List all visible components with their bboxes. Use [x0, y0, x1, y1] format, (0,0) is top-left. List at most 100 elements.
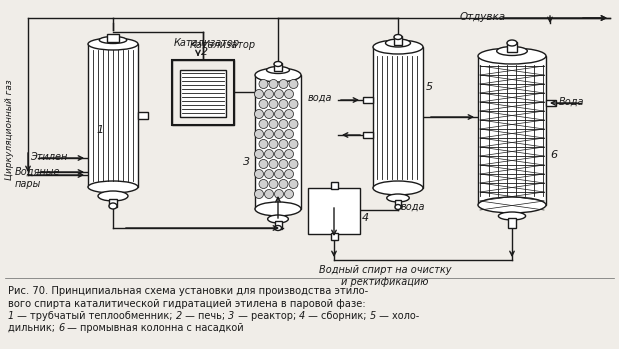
Ellipse shape: [274, 225, 282, 230]
Text: — холо-: — холо-: [376, 311, 420, 321]
Ellipse shape: [269, 80, 278, 89]
Ellipse shape: [255, 68, 301, 82]
Text: Водный спирт на очистку
и ректификацию: Водный спирт на очистку и ректификацию: [319, 265, 451, 287]
Bar: [331, 182, 338, 189]
Ellipse shape: [394, 35, 402, 39]
Ellipse shape: [259, 99, 268, 109]
Text: 2: 2: [176, 311, 182, 321]
Ellipse shape: [478, 48, 546, 64]
Text: 3: 3: [243, 157, 250, 167]
Ellipse shape: [274, 110, 284, 119]
Ellipse shape: [387, 194, 409, 202]
Bar: [395, 200, 401, 208]
Ellipse shape: [269, 99, 278, 109]
Ellipse shape: [98, 191, 128, 201]
Ellipse shape: [496, 46, 527, 55]
Ellipse shape: [254, 170, 264, 178]
Text: Водяные
пары: Водяные пары: [15, 167, 61, 188]
Bar: [331, 233, 338, 240]
Ellipse shape: [259, 119, 268, 128]
Ellipse shape: [285, 190, 293, 199]
Ellipse shape: [264, 89, 274, 98]
Ellipse shape: [274, 149, 284, 158]
Text: 5: 5: [370, 311, 376, 321]
Text: Катализатор: Катализатор: [190, 40, 256, 50]
Ellipse shape: [269, 159, 278, 169]
Text: 6: 6: [550, 150, 557, 160]
Bar: [363, 97, 373, 103]
Ellipse shape: [254, 149, 264, 158]
Ellipse shape: [289, 159, 298, 169]
Text: 1: 1: [96, 125, 103, 135]
Ellipse shape: [274, 61, 282, 67]
Ellipse shape: [478, 197, 546, 213]
Ellipse shape: [99, 37, 127, 44]
Bar: [275, 221, 282, 229]
Text: Отдувка: Отдувка: [460, 12, 506, 22]
Ellipse shape: [289, 140, 298, 149]
Ellipse shape: [289, 80, 298, 89]
Bar: [308, 188, 360, 234]
Ellipse shape: [279, 99, 288, 109]
Text: Катализатор: Катализатор: [174, 38, 240, 48]
Ellipse shape: [285, 149, 293, 158]
Ellipse shape: [255, 202, 301, 216]
Text: 4: 4: [362, 213, 369, 223]
Bar: [138, 112, 148, 119]
Ellipse shape: [267, 215, 288, 223]
Ellipse shape: [285, 110, 293, 119]
Ellipse shape: [289, 119, 298, 128]
Ellipse shape: [395, 205, 401, 209]
Ellipse shape: [373, 40, 423, 54]
Text: Циркуляционный газ: Циркуляционный газ: [6, 80, 14, 180]
Bar: [373, 47, 423, 188]
Text: — сборник;: — сборник;: [305, 311, 370, 321]
Text: вода: вода: [401, 202, 425, 212]
Ellipse shape: [264, 149, 274, 158]
Ellipse shape: [264, 129, 274, 139]
Ellipse shape: [285, 170, 293, 178]
Ellipse shape: [289, 99, 298, 109]
Text: 5: 5: [426, 82, 433, 92]
Ellipse shape: [269, 179, 278, 188]
Ellipse shape: [254, 190, 264, 199]
Bar: [274, 63, 282, 71]
Text: Вода: Вода: [559, 97, 584, 107]
Ellipse shape: [279, 179, 288, 188]
Text: Этилен: Этилен: [30, 152, 67, 162]
Ellipse shape: [88, 181, 138, 193]
Text: 2: 2: [201, 47, 208, 57]
Text: — реактор;: — реактор;: [235, 311, 299, 321]
Ellipse shape: [109, 203, 117, 209]
Ellipse shape: [285, 89, 293, 98]
Text: дильник;: дильник;: [8, 323, 58, 333]
Ellipse shape: [259, 179, 268, 188]
Text: 4: 4: [299, 311, 305, 321]
Ellipse shape: [254, 110, 264, 119]
Bar: [172, 60, 234, 125]
Bar: [478, 56, 546, 205]
Ellipse shape: [88, 38, 138, 50]
Bar: [255, 75, 301, 209]
Bar: [107, 34, 119, 42]
Ellipse shape: [274, 170, 284, 178]
Ellipse shape: [254, 129, 264, 139]
Ellipse shape: [279, 119, 288, 128]
Text: 6: 6: [58, 323, 64, 333]
Bar: [546, 100, 556, 106]
Bar: [172, 60, 234, 125]
Ellipse shape: [259, 80, 268, 89]
Ellipse shape: [259, 140, 268, 149]
Text: — печь;: — печь;: [182, 311, 228, 321]
Bar: [363, 132, 373, 138]
Bar: [180, 70, 226, 117]
Bar: [109, 199, 117, 207]
Ellipse shape: [264, 190, 274, 199]
Bar: [88, 44, 138, 187]
Ellipse shape: [507, 40, 517, 46]
Ellipse shape: [269, 140, 278, 149]
Ellipse shape: [373, 181, 423, 195]
Ellipse shape: [264, 170, 274, 178]
Ellipse shape: [289, 179, 298, 188]
Bar: [508, 218, 516, 228]
